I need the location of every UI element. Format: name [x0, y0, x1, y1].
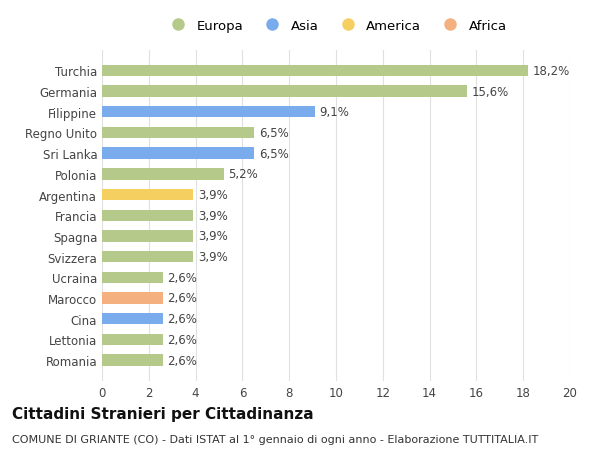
Text: 3,9%: 3,9% — [198, 209, 227, 222]
Bar — [102, 272, 163, 283]
Bar — [102, 210, 193, 221]
Text: 5,2%: 5,2% — [229, 168, 258, 181]
Text: 3,9%: 3,9% — [198, 189, 227, 202]
Text: 2,6%: 2,6% — [167, 333, 197, 346]
Text: 6,5%: 6,5% — [259, 127, 289, 140]
Text: 3,9%: 3,9% — [198, 230, 227, 243]
Bar — [102, 334, 163, 345]
Bar — [102, 148, 254, 159]
Bar — [102, 355, 163, 366]
Text: 2,6%: 2,6% — [167, 354, 197, 367]
Text: 3,9%: 3,9% — [198, 251, 227, 263]
Text: 2,6%: 2,6% — [167, 271, 197, 284]
Bar — [102, 190, 193, 201]
Bar — [102, 252, 193, 263]
Text: 2,6%: 2,6% — [167, 313, 197, 325]
Bar — [102, 293, 163, 304]
Bar — [102, 169, 224, 180]
Bar — [102, 231, 193, 242]
Bar — [102, 107, 315, 118]
Text: 6,5%: 6,5% — [259, 147, 289, 160]
Text: 18,2%: 18,2% — [533, 65, 570, 78]
Text: 9,1%: 9,1% — [320, 106, 349, 119]
Legend: Europa, Asia, America, Africa: Europa, Asia, America, Africa — [163, 17, 509, 36]
Bar — [102, 128, 254, 139]
Text: COMUNE DI GRIANTE (CO) - Dati ISTAT al 1° gennaio di ogni anno - Elaborazione TU: COMUNE DI GRIANTE (CO) - Dati ISTAT al 1… — [12, 434, 538, 444]
Text: Cittadini Stranieri per Cittadinanza: Cittadini Stranieri per Cittadinanza — [12, 406, 314, 421]
Text: 2,6%: 2,6% — [167, 292, 197, 305]
Bar — [102, 86, 467, 97]
Bar — [102, 313, 163, 325]
Text: 15,6%: 15,6% — [472, 85, 509, 98]
Bar — [102, 66, 528, 77]
